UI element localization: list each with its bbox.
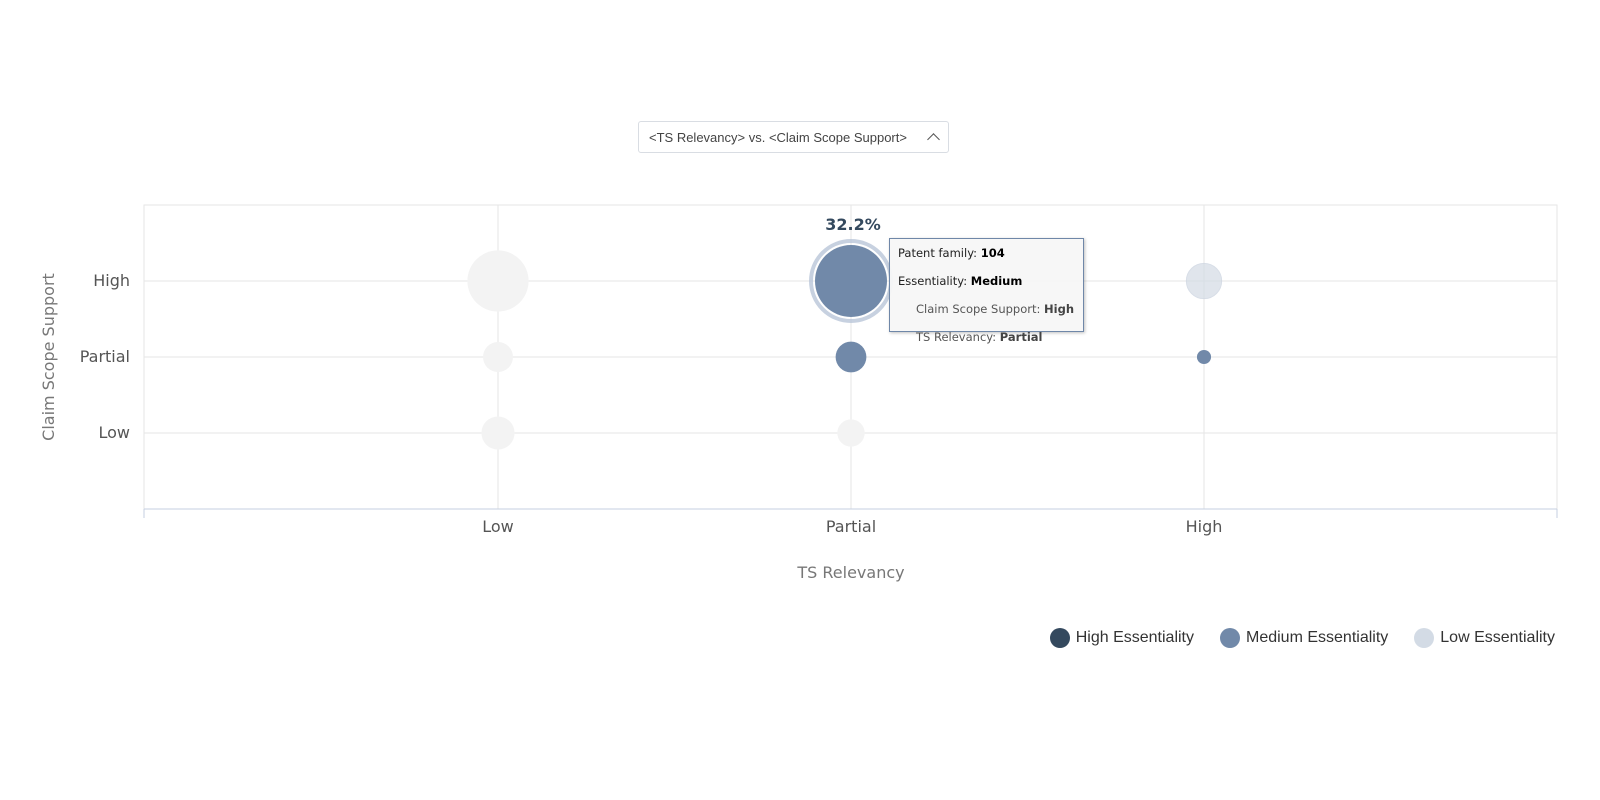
x-axis-title: TS Relevancy: [796, 563, 904, 582]
y-tick-label-partial: Partial: [80, 347, 130, 366]
data-label-partial-high: 32.2%: [825, 215, 881, 234]
bubble-partial-low: [837, 419, 865, 447]
legend-item-high[interactable]: High Essentiality: [1049, 628, 1194, 648]
tooltip-row-patent-family: Patent family: 104: [898, 246, 1005, 260]
bubble-partial-high: [815, 245, 887, 317]
bubble-high-partial: [1196, 349, 1212, 365]
legend-item-medium[interactable]: Medium Essentiality: [1220, 628, 1388, 648]
legend-swatch-high: [1049, 628, 1070, 648]
legend-label-low: Low Essentiality: [1440, 629, 1555, 646]
point-tooltip: Patent family: 104 Essentiality: Medium …: [889, 238, 1084, 344]
bubble-partial-partial: [835, 341, 867, 373]
bubble-low-high: [467, 250, 529, 312]
bubble-low-low: [481, 416, 515, 450]
legend-item-low[interactable]: Low Essentiality: [1414, 628, 1555, 648]
tooltip-row-claim-scope: Claim Scope Support: High: [916, 302, 1075, 316]
tooltip-row-essentiality: Essentiality: Medium: [898, 274, 1023, 288]
axis-pair-dropdown[interactable]: <TS Relevancy> vs. <Claim Scope Support>: [638, 121, 949, 153]
legend-label-high: High Essentiality: [1075, 629, 1194, 646]
axis-pair-dropdown-label: <TS Relevancy> vs. <Claim Scope Support>: [649, 129, 907, 145]
bubble-low-partial: [483, 342, 513, 372]
legend-label-medium: Medium Essentiality: [1246, 629, 1389, 646]
y-tick-label-low: Low: [98, 423, 130, 442]
y-axis-title: Claim Scope Support: [39, 273, 58, 441]
x-tick-label-high: High: [1186, 517, 1223, 536]
x-tick-label-low: Low: [482, 517, 514, 536]
legend-swatch-medium: [1220, 628, 1240, 648]
tooltip-row-ts-relevancy: TS Relevancy: Partial: [916, 330, 1043, 344]
y-tick-label-high: High: [93, 271, 130, 290]
chart-legend: High Essentiality Medium Essentiality Lo…: [1024, 628, 1555, 648]
legend-swatch-low: [1414, 628, 1435, 648]
x-tick-label-partial: Partial: [826, 517, 876, 536]
bubble-high-high: [1185, 262, 1223, 300]
